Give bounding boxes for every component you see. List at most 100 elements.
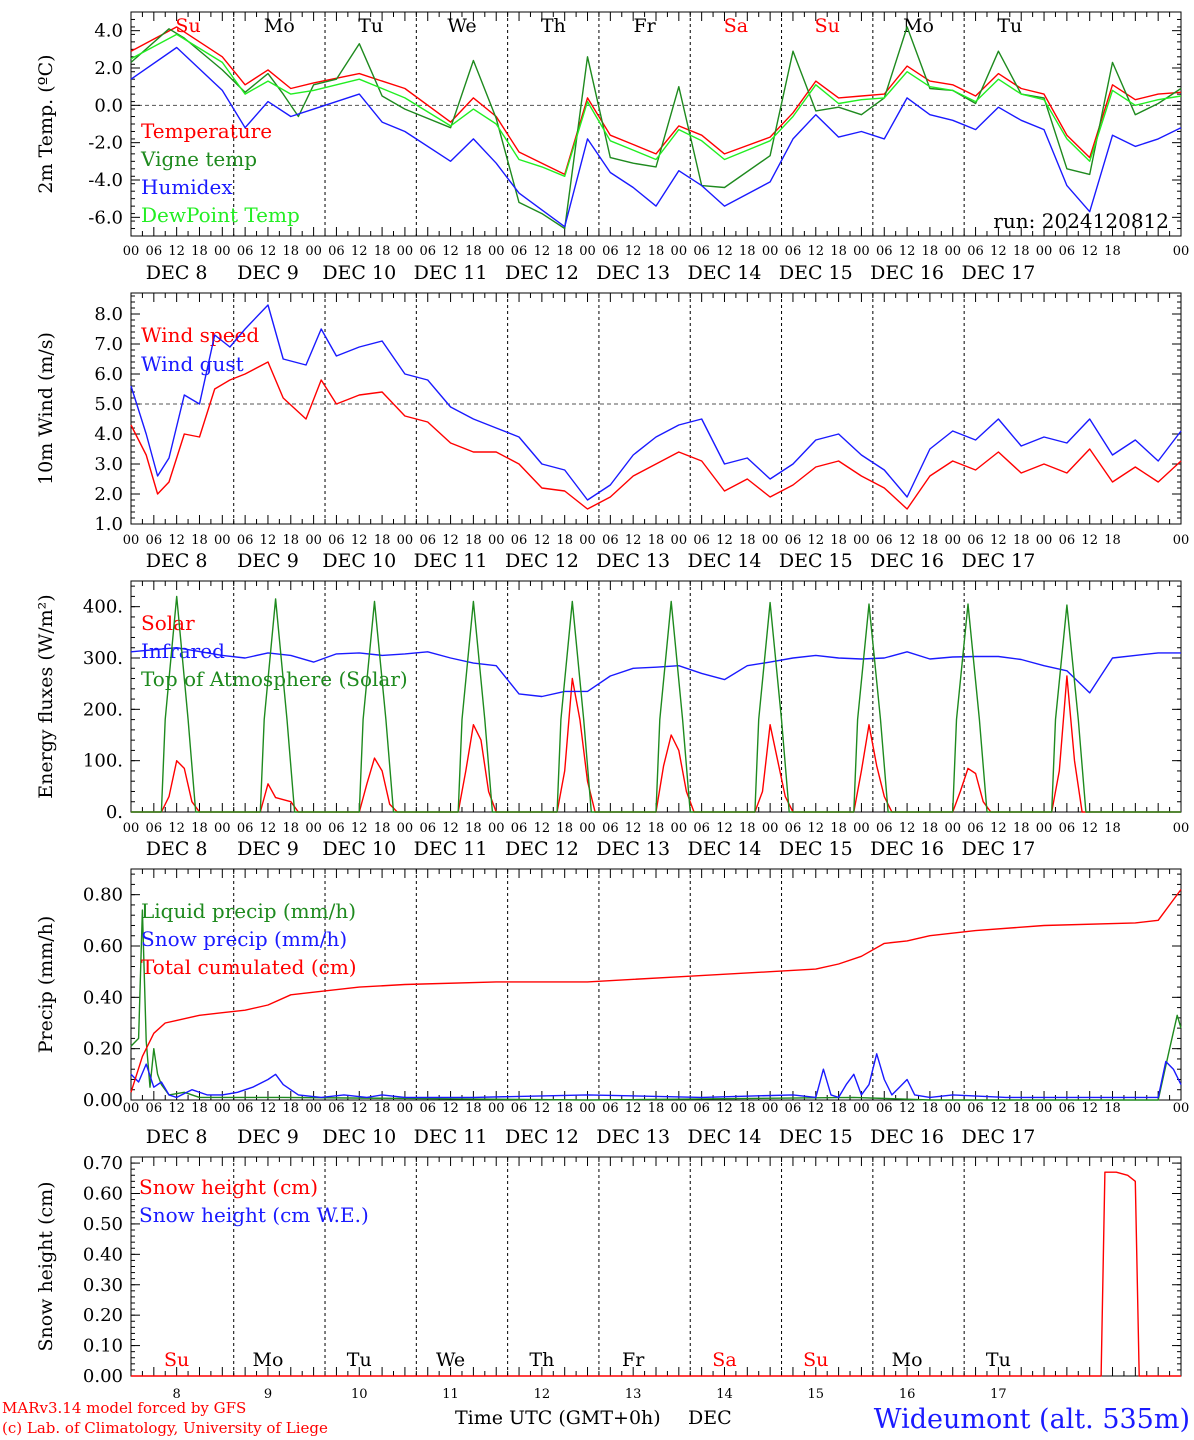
hour-tick-label: 18 xyxy=(556,1101,573,1116)
date-label: DEC 15 xyxy=(779,550,853,572)
hour-tick-label: 00 xyxy=(944,1101,961,1116)
series-line-lightgreen xyxy=(130,33,1182,177)
legend-entry: Top of Atmosphere (Solar) xyxy=(141,667,408,691)
date-label: DEC 12 xyxy=(505,1126,579,1148)
hour-tick-label: 00 xyxy=(853,533,870,548)
hour-tick-label: 06 xyxy=(876,244,893,259)
hour-tick-label: 18 xyxy=(1104,244,1121,259)
y-tick-label: -2.0 xyxy=(88,133,123,154)
hour-tick-label: 06 xyxy=(785,821,802,836)
hour-tick-label: 12 xyxy=(260,244,277,259)
footer-model: MARv3.14 model forced by GFS xyxy=(2,1399,246,1417)
series-line-red xyxy=(131,1171,1181,1377)
date-label: DEC 13 xyxy=(596,262,670,284)
hour-tick-label: 12 xyxy=(990,1101,1007,1116)
hour-tick-label: 00 xyxy=(214,533,231,548)
hour-tick-label: 12 xyxy=(716,533,733,548)
y-tick-label: 4.0 xyxy=(94,424,123,445)
date-label: DEC 15 xyxy=(779,1126,853,1148)
hour-tick-label: 00 xyxy=(123,533,140,548)
hour-tick-label: 12 xyxy=(1081,1101,1098,1116)
hour-tick-label: 12 xyxy=(534,533,551,548)
date-label: DEC 12 xyxy=(505,550,579,572)
hour-tick-label: 00 xyxy=(853,244,870,259)
hour-tick-label: 00 xyxy=(762,244,779,259)
date-label: DEC 10 xyxy=(322,1126,396,1148)
hour-tick-label: 06 xyxy=(967,1101,984,1116)
hour-tick-label: 00 xyxy=(1036,821,1053,836)
hour-tick-label: 00 xyxy=(123,821,140,836)
hour-tick-label: 00 xyxy=(1173,1101,1190,1116)
hour-tick-label: 00 xyxy=(488,244,505,259)
hour-tick-label: 06 xyxy=(419,821,436,836)
date-label: DEC 17 xyxy=(961,550,1035,572)
hour-tick-label: 06 xyxy=(602,821,619,836)
date-label: DEC 12 xyxy=(505,262,579,284)
y-tick-label: 0.30 xyxy=(83,1275,123,1296)
hour-tick-label: 00 xyxy=(944,821,961,836)
hour-tick-label: 18 xyxy=(922,244,939,259)
hour-tick-label: 12 xyxy=(442,821,459,836)
hour-tick-label: 12 xyxy=(808,244,825,259)
hour-tick-label: 06 xyxy=(967,821,984,836)
date-label: DEC 11 xyxy=(414,1126,488,1148)
y-axis-title: 10m Wind (m/s) xyxy=(35,332,57,485)
day-name-label: Tu xyxy=(986,1349,1011,1371)
hour-tick-label: 06 xyxy=(602,244,619,259)
day-number-label: 15 xyxy=(808,1387,825,1402)
series-line-green xyxy=(131,595,1181,813)
hour-tick-label: 00 xyxy=(671,1101,688,1116)
hour-tick-label: 18 xyxy=(1104,1101,1121,1116)
legend-entry: Wind speed xyxy=(141,323,259,347)
hour-tick-label: 12 xyxy=(808,821,825,836)
hour-tick-label: 06 xyxy=(785,244,802,259)
hour-tick-label: 12 xyxy=(534,244,551,259)
hour-tick-label: 18 xyxy=(374,821,391,836)
hour-tick-label: 00 xyxy=(305,244,322,259)
day-name-label: Sa xyxy=(724,15,748,37)
hour-tick-label: 18 xyxy=(830,1101,847,1116)
hour-tick-label: 12 xyxy=(716,244,733,259)
legend-entry: Temperature xyxy=(141,119,272,143)
hour-tick-label: 18 xyxy=(465,821,482,836)
hour-tick-label: 00 xyxy=(305,533,322,548)
hour-tick-label: 18 xyxy=(922,533,939,548)
series-line-blue xyxy=(130,647,1181,698)
day-number-label: 17 xyxy=(990,1387,1007,1402)
date-label: DEC 15 xyxy=(779,838,853,860)
y-axis-title: Snow height (cm) xyxy=(35,1181,57,1351)
date-label: DEC 17 xyxy=(961,1126,1035,1148)
hour-tick-label: 00 xyxy=(488,1101,505,1116)
day-number-label: 13 xyxy=(625,1387,642,1402)
day-name-label: Mo xyxy=(264,15,295,37)
hour-tick-label: 12 xyxy=(534,1101,551,1116)
hour-tick-label: 00 xyxy=(214,244,231,259)
y-tick-label: 7.0 xyxy=(94,334,123,355)
hour-tick-label: 00 xyxy=(579,244,596,259)
hour-tick-label: 12 xyxy=(1081,244,1098,259)
hour-tick-label: 18 xyxy=(1013,533,1030,548)
date-label: DEC 10 xyxy=(322,262,396,284)
legend-entry: Total cumulated (cm) xyxy=(141,955,357,979)
date-label: DEC 8 xyxy=(146,1126,208,1148)
hour-tick-label: 00 xyxy=(214,1101,231,1116)
hour-tick-label: 06 xyxy=(693,244,710,259)
date-label: DEC 11 xyxy=(414,550,488,572)
hour-tick-label: 06 xyxy=(146,821,163,836)
legend-entry: Snow height (cm W.E.) xyxy=(139,1203,369,1227)
date-label: DEC 9 xyxy=(237,1126,299,1148)
y-tick-label: 0.40 xyxy=(83,1244,123,1265)
y-tick-label: 400. xyxy=(83,597,123,618)
hour-tick-label: 00 xyxy=(579,533,596,548)
hour-tick-label: 06 xyxy=(237,533,254,548)
hour-tick-label: 06 xyxy=(876,821,893,836)
hour-tick-label: 18 xyxy=(922,1101,939,1116)
hour-tick-label: 12 xyxy=(899,1101,916,1116)
hour-tick-label: 12 xyxy=(990,244,1007,259)
hour-tick-label: 06 xyxy=(967,533,984,548)
series-line-blue xyxy=(130,304,1182,501)
hour-tick-label: 18 xyxy=(465,244,482,259)
date-label: DEC 11 xyxy=(414,838,488,860)
hour-tick-label: 18 xyxy=(1013,821,1030,836)
hour-tick-label: 12 xyxy=(1081,821,1098,836)
